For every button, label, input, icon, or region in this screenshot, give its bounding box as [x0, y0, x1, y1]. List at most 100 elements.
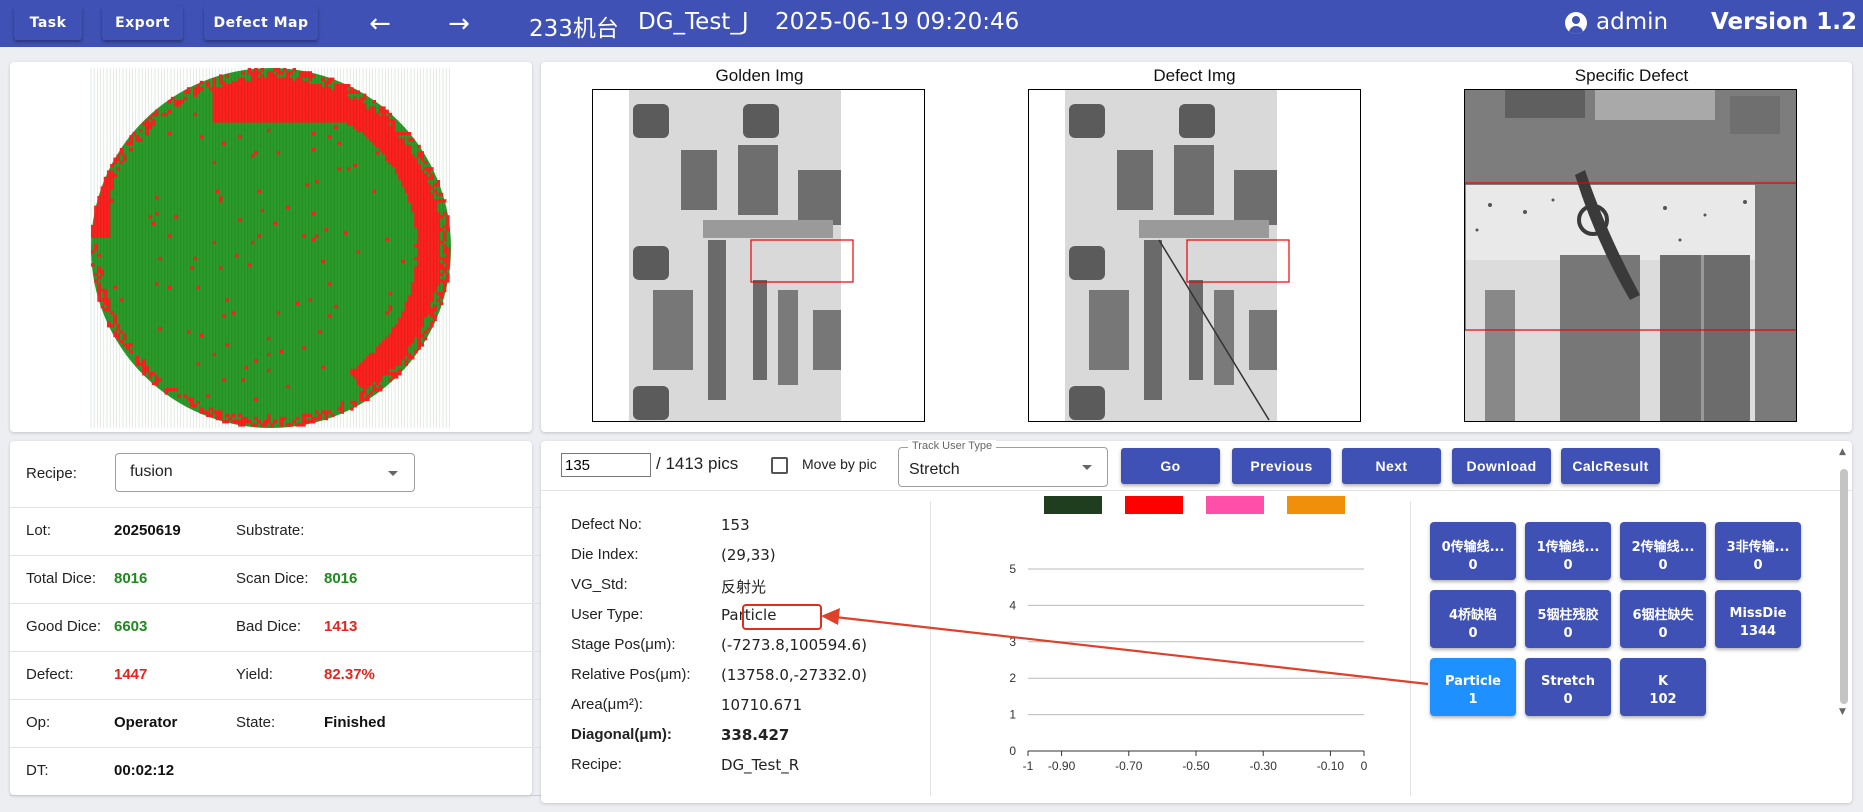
x-tick-label: 0 [1361, 759, 1368, 773]
dt-label: DT: [26, 762, 49, 779]
y-tick-label: 1 [1009, 708, 1016, 722]
category-button[interactable]: 3非传输... 0 [1715, 522, 1801, 580]
images-card: Golden Img Defect Img Specific Defect [541, 62, 1852, 432]
defect-field-label: Relative Pos(μm): [571, 666, 691, 683]
export-button[interactable]: Export [102, 6, 183, 40]
summary-card: Recipe: fusion Lot: 20250619 Substrate: … [10, 441, 542, 796]
golden-image[interactable] [592, 89, 925, 422]
category-button[interactable]: Particle 1 [1430, 658, 1516, 716]
track-user-type-select[interactable]: Track User Type Stretch [898, 440, 1108, 487]
defect-field-label: Diagonal(μm): [571, 726, 672, 743]
specific-defect-image[interactable] [1464, 89, 1797, 422]
category-button[interactable]: MissDie 1344 [1715, 590, 1801, 648]
scroll-thumb[interactable] [1840, 469, 1848, 704]
wafer-map[interactable] [10, 62, 532, 432]
move-by-pic-label: Move by pic [802, 456, 877, 472]
task-button[interactable]: Task [14, 6, 82, 40]
previous-button[interactable]: Previous [1232, 448, 1331, 484]
category-name: 6铟柱缺失 [1632, 607, 1694, 623]
defect-chart: 0 1 2 3 4 5 -1 -0.90 -0.70 -0.50 -0.30 -0.10 0 [931, 496, 1410, 796]
y-tick-label: 0 [1009, 744, 1016, 758]
state-label: State: [236, 714, 276, 731]
category-count: 0 [1658, 625, 1668, 641]
defect-image[interactable] [1028, 89, 1361, 422]
total-dice-value: 8016 [114, 570, 148, 587]
machine-name: 233机台 [529, 16, 619, 42]
job-name: DG_Test_J [638, 9, 749, 35]
recipe-select[interactable]: fusion [115, 453, 415, 492]
legend-swatch [1287, 496, 1345, 514]
y-tick-label: 3 [1009, 635, 1016, 649]
category-count: 0 [1563, 691, 1573, 707]
defect-field-label: Die Index: [571, 546, 639, 563]
go-button[interactable]: Go [1121, 448, 1220, 484]
state-value: Finished [324, 714, 386, 731]
substrate-label: Substrate: [236, 522, 305, 539]
defect-field-value: (-7273.8,100594.6) [721, 636, 867, 654]
golden-img-title: Golden Img [715, 66, 804, 85]
defect-field-label: Area(μm²): [571, 696, 643, 713]
category-count: 0 [1563, 557, 1573, 573]
track-user-type-label: Track User Type [908, 440, 997, 452]
scan-dice-value: 8016 [324, 570, 358, 587]
scroll-up-icon[interactable]: ▲ [1839, 447, 1846, 457]
zoomed-defect-picture [1465, 90, 1796, 421]
y-tick-label: 5 [1009, 562, 1016, 576]
x-tick-label: -0.30 [1250, 759, 1278, 773]
op-label: Op: [26, 714, 51, 731]
x-tick-label: -1 [1023, 759, 1034, 773]
defect-field-value: 10710.671 [721, 696, 803, 714]
category-count: 1344 [1739, 623, 1777, 639]
defect-field-value: 153 [721, 516, 750, 534]
category-name: 2传输线... [1631, 539, 1695, 555]
legend-swatch [1044, 496, 1102, 514]
category-button[interactable]: 4桥缺陷 0 [1430, 590, 1516, 648]
top-app-bar: Task Export Defect Map ← → 233机台 DG_Test… [0, 0, 1863, 47]
lot-row: Lot: 20250619 Substrate: [10, 508, 542, 556]
next-button[interactable]: Next [1342, 448, 1441, 484]
defect-img-title: Defect Img [1153, 66, 1236, 85]
scroll-down-icon[interactable]: ▼ [1839, 707, 1846, 717]
wafer-grid-lines [90, 68, 450, 428]
user-type-highlight [742, 604, 822, 630]
category-name: 0传输线... [1441, 539, 1505, 555]
category-button[interactable]: 0传输线... 0 [1430, 522, 1516, 580]
scan-dice-label: Scan Dice: [236, 570, 309, 587]
move-by-pic-checkbox[interactable] [771, 457, 788, 474]
category-name: Stretch [1541, 673, 1595, 689]
defect-map-button[interactable]: Defect Map [204, 6, 318, 40]
category-button[interactable]: Stretch 0 [1525, 658, 1611, 716]
category-count: 102 [1649, 691, 1677, 707]
category-button[interactable]: 6铟柱缺失 0 [1620, 590, 1706, 648]
category-name: 3非传输... [1726, 539, 1790, 555]
lot-value: 20250619 [114, 522, 181, 539]
category-count: 1 [1468, 691, 1478, 707]
defect-field-label: Recipe: [571, 756, 622, 773]
dt-row: DT: 00:02:12 [10, 748, 542, 796]
bad-dice-value: 1413 [324, 618, 358, 635]
account-circle-icon[interactable] [1565, 12, 1587, 34]
arrow-right-icon[interactable]: → [448, 9, 470, 39]
defect-label: Defect: [26, 666, 74, 683]
username[interactable]: admin [1596, 9, 1669, 35]
total-dice-label: Total Dice: [26, 570, 97, 587]
pic-index-input[interactable] [561, 453, 651, 477]
category-button[interactable]: 2传输线... 0 [1620, 522, 1706, 580]
y-tick-label: 2 [1009, 671, 1016, 685]
arrow-left-icon[interactable]: ← [369, 9, 391, 39]
category-button[interactable]: K 102 [1620, 658, 1706, 716]
defect-value: 1447 [114, 666, 148, 683]
defect-field-value: 338.427 [721, 726, 790, 744]
yield-label: Yield: [236, 666, 273, 683]
defect-chart-plot: 0 1 2 3 4 5 -1 -0.90 -0.70 -0.50 -0.30 -0.10 0 [1009, 496, 1368, 773]
dice-row: Total Dice: 8016 Scan Dice: 8016 [10, 556, 542, 604]
lot-label: Lot: [26, 522, 52, 539]
category-count: 0 [1468, 625, 1478, 641]
op-state-row: Op: Operator State: Finished [10, 700, 542, 748]
category-button[interactable]: 1传输线... 0 [1525, 522, 1611, 580]
category-button[interactable]: 5铟柱残胶 0 [1525, 590, 1611, 648]
category-scrollbar[interactable]: ▲ ▼ [1839, 447, 1848, 717]
download-button[interactable]: Download [1452, 448, 1551, 484]
calc-result-button[interactable]: CalcResult [1561, 448, 1660, 484]
defect-field-label: Stage Pos(μm): [571, 636, 676, 653]
